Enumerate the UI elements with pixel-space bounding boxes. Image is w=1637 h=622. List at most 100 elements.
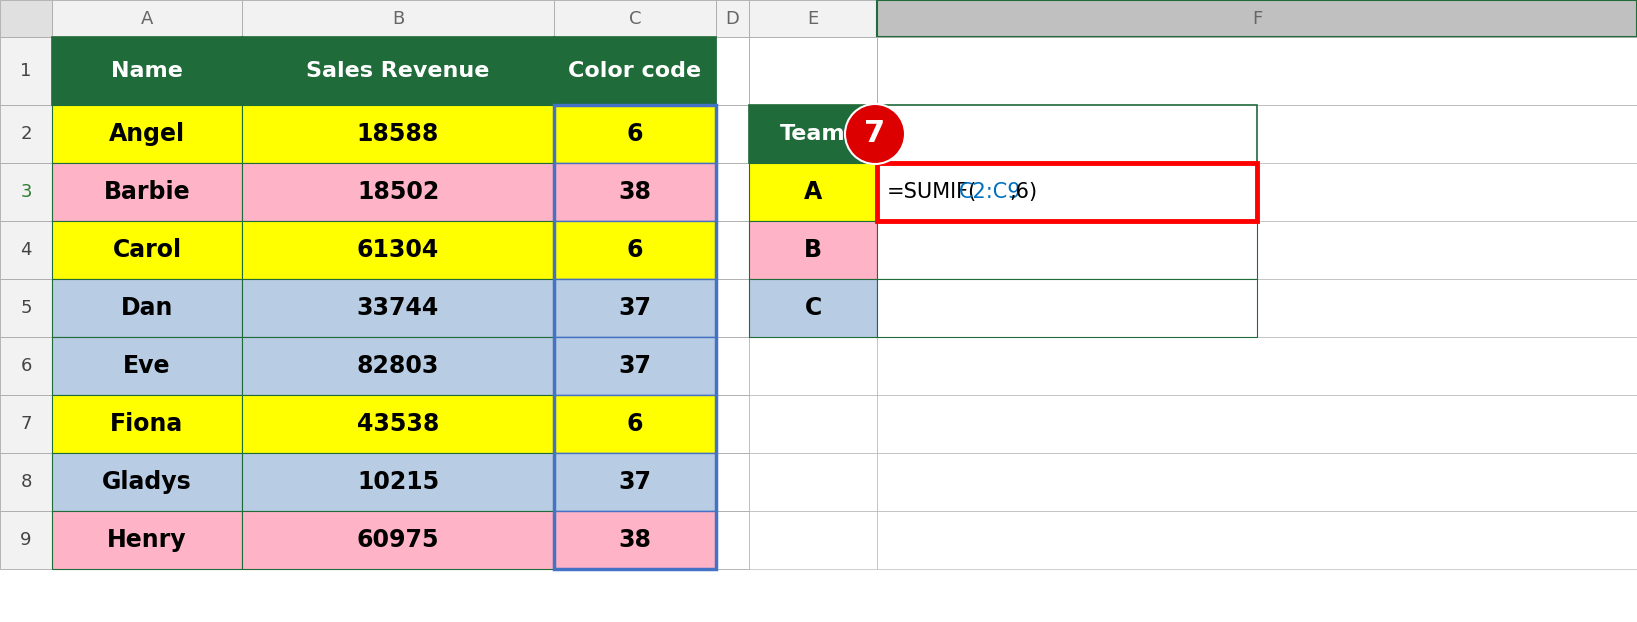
Text: A: A	[804, 180, 822, 204]
Bar	[553, 337, 715, 395]
Text: 37: 37	[619, 296, 652, 320]
Bar	[715, 453, 750, 511]
Text: Gladys: Gladys	[101, 470, 192, 494]
Text: 61304: 61304	[357, 238, 439, 262]
Text: 7: 7	[20, 415, 31, 433]
Text: F: F	[1252, 9, 1262, 27]
Text: 37: 37	[619, 354, 652, 378]
Bar	[750, 163, 877, 221]
Text: 18502: 18502	[357, 180, 439, 204]
Bar	[715, 395, 750, 453]
Bar	[242, 453, 553, 511]
Bar	[715, 279, 750, 337]
Bar	[52, 453, 242, 511]
Bar	[52, 395, 242, 453]
Bar	[0, 511, 52, 569]
Bar	[877, 511, 1637, 569]
Bar	[0, 163, 52, 221]
Text: D: D	[725, 9, 740, 27]
Text: 43538: 43538	[357, 412, 439, 436]
Bar	[715, 105, 750, 163]
Text: B: B	[391, 9, 404, 27]
Bar	[877, 395, 1637, 453]
Text: A: A	[141, 9, 154, 27]
Text: E: E	[807, 9, 818, 27]
Bar	[52, 0, 242, 37]
Bar	[553, 0, 715, 37]
Bar	[0, 221, 52, 279]
Text: 7: 7	[864, 119, 886, 149]
Text: =SUMIF(: =SUMIF(	[887, 182, 977, 202]
Bar	[242, 0, 553, 37]
Text: Barbie: Barbie	[103, 180, 190, 204]
Text: 5: 5	[20, 299, 31, 317]
Bar	[52, 221, 242, 279]
Bar	[242, 163, 553, 221]
Bar	[750, 395, 877, 453]
Bar	[553, 221, 715, 279]
Bar	[877, 105, 1257, 163]
Text: 38: 38	[619, 528, 652, 552]
Bar	[0, 0, 52, 37]
Bar	[877, 37, 1637, 105]
Bar	[242, 511, 553, 569]
Bar	[877, 0, 1637, 37]
Bar	[242, 395, 553, 453]
Bar	[52, 105, 242, 163]
Text: Eve: Eve	[123, 354, 170, 378]
Bar	[52, 163, 242, 221]
Text: Fiona: Fiona	[110, 412, 183, 436]
Text: 1: 1	[20, 62, 31, 80]
Text: ,6): ,6)	[1010, 182, 1038, 202]
Text: Angel: Angel	[110, 122, 185, 146]
Bar	[750, 105, 877, 163]
Text: 82803: 82803	[357, 354, 439, 378]
Bar	[877, 163, 1637, 221]
Text: 2: 2	[20, 125, 31, 143]
Text: C: C	[804, 296, 822, 320]
Circle shape	[845, 104, 905, 164]
Text: Sales Revenue: Sales Revenue	[306, 61, 489, 81]
Bar	[0, 395, 52, 453]
Bar	[0, 279, 52, 337]
Bar	[553, 37, 715, 105]
Bar	[553, 105, 715, 569]
Bar	[715, 221, 750, 279]
Bar	[52, 37, 242, 105]
Text: 33744: 33744	[357, 296, 439, 320]
Bar	[242, 279, 553, 337]
Bar	[0, 37, 52, 105]
Text: Dan: Dan	[121, 296, 174, 320]
Bar	[750, 163, 877, 221]
Bar	[877, 221, 1257, 279]
Bar	[877, 105, 1637, 163]
Text: 37: 37	[619, 470, 652, 494]
Bar	[553, 395, 715, 453]
Bar	[715, 337, 750, 395]
Text: C: C	[629, 9, 642, 27]
Text: 9: 9	[20, 531, 31, 549]
Text: Henry: Henry	[106, 528, 187, 552]
Text: 6: 6	[627, 122, 643, 146]
Bar	[750, 337, 877, 395]
Bar	[715, 163, 750, 221]
Text: B: B	[804, 238, 822, 262]
Bar	[750, 453, 877, 511]
Bar	[0, 105, 52, 163]
Bar	[877, 279, 1637, 337]
Bar	[52, 511, 242, 569]
Bar	[242, 105, 553, 163]
Text: 8: 8	[20, 473, 31, 491]
Bar	[750, 511, 877, 569]
Bar	[877, 221, 1637, 279]
Text: Color code: Color code	[568, 61, 702, 81]
Bar	[715, 0, 750, 37]
Bar	[750, 279, 877, 337]
Text: 10215: 10215	[357, 470, 439, 494]
Text: 4: 4	[20, 241, 31, 259]
Bar	[52, 337, 242, 395]
Text: 18588: 18588	[357, 122, 439, 146]
Bar	[877, 163, 1257, 221]
Bar	[0, 453, 52, 511]
Text: C2:C9: C2:C9	[958, 182, 1021, 202]
